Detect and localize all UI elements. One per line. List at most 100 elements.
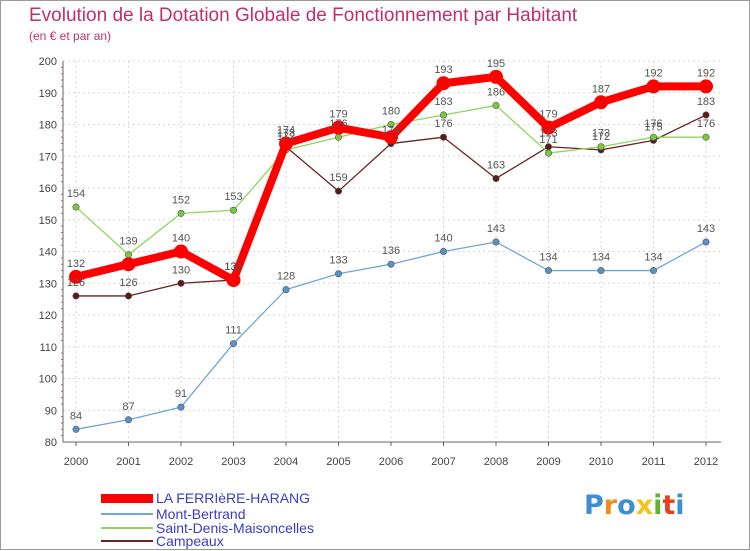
data-label-1: 128	[277, 271, 295, 283]
axes: 80 90 100 110 120 130 140 150 160 170 180 190 200 200…	[39, 56, 721, 468]
series-point-1	[544, 267, 552, 275]
series-point-0	[121, 257, 136, 272]
data-label-2: 186	[487, 86, 505, 98]
data-label-3: 174	[382, 125, 400, 137]
y-tick-label: 110	[39, 342, 57, 354]
y-tick-label: 160	[39, 183, 57, 195]
legend-swatch-mont-bertrand	[101, 513, 153, 515]
x-tick-label: 2008	[484, 456, 508, 468]
x-tick-label: 2007	[431, 456, 455, 468]
data-label-2: 176	[697, 118, 715, 130]
data-label-1: 91	[175, 388, 187, 400]
data-label-0: 140	[172, 233, 190, 245]
x-tick-label: 2012	[694, 456, 718, 468]
data-label-1: 87	[122, 401, 134, 413]
proxiti-logo: Proxiti	[584, 490, 685, 521]
y-tick-label: 130	[39, 278, 57, 290]
data-label-2: 139	[119, 236, 137, 248]
series-point-1	[597, 267, 605, 275]
logo-letter: o	[617, 490, 636, 521]
legend-swatch-campeaux	[101, 540, 153, 542]
data-label-0: 192	[644, 67, 662, 79]
legend-label-mont-bertrand: Mont-Bertrand	[156, 506, 246, 522]
data-label-2: 154	[67, 188, 85, 200]
series-point-3	[334, 187, 342, 195]
legend-swatch-saint-denis-maisoncelles	[101, 527, 153, 529]
data-label-0: 179	[329, 109, 347, 121]
data-label-1: 143	[487, 223, 505, 235]
series-point-2	[597, 143, 605, 151]
legend-swatch-la-ferriere-harang	[101, 494, 153, 503]
logo-letter: P	[584, 490, 604, 521]
y-tick-label: 180	[39, 120, 57, 132]
data-label-1: 84	[70, 410, 82, 422]
series-point-2	[492, 101, 500, 109]
series-point-0	[541, 120, 556, 135]
data-label-3: 159	[329, 172, 347, 184]
series-layer	[69, 69, 713, 433]
series-point-0	[279, 136, 293, 151]
x-tick-label: 2004	[274, 456, 298, 468]
y-tick-label: 80	[45, 437, 57, 449]
series-point-2	[387, 121, 395, 129]
data-label-2: 176	[644, 118, 662, 130]
data-label-3: 126	[119, 277, 137, 289]
data-label-2: 153	[224, 191, 242, 203]
data-label-0: 193	[434, 64, 452, 76]
series-point-3	[492, 174, 500, 182]
data-label-3: 126	[67, 277, 85, 289]
series-point-1	[125, 416, 133, 424]
data-label-0: 132	[67, 258, 85, 270]
data-label-0: 131	[224, 261, 242, 273]
series-point-0	[384, 130, 398, 145]
series-point-1	[439, 248, 447, 256]
chart-subtitle: (en € et par an)	[29, 29, 112, 43]
y-tick-label: 90	[45, 405, 57, 417]
data-label-1: 140	[434, 233, 452, 245]
series-point-0	[489, 69, 503, 84]
y-tick-label: 190	[39, 88, 57, 100]
legend-label-saint-denis-maisoncelles: Saint-Denis-Maisoncelles	[156, 520, 314, 536]
x-tick-label: 2002	[169, 456, 193, 468]
data-label-0: 187	[592, 83, 610, 95]
data-label-2: 176	[329, 118, 347, 130]
x-tick-label: 2010	[589, 456, 613, 468]
data-label-0: 179	[539, 109, 557, 121]
x-tick-label: 2011	[642, 456, 666, 468]
series-point-2	[544, 149, 552, 157]
y-tick-label: 140	[39, 247, 57, 259]
data-label-3: 172	[592, 131, 610, 143]
logo-letter: i	[653, 490, 663, 521]
series-point-3	[702, 111, 710, 119]
logo-letter: x	[635, 490, 654, 521]
x-tick-label: 2003	[221, 456, 245, 468]
series-point-2	[230, 206, 238, 214]
y-tick-label: 170	[39, 151, 57, 163]
data-label-1: 134	[644, 252, 662, 264]
x-tick-label: 2001	[116, 456, 140, 468]
series-point-2	[649, 133, 657, 141]
series-point-3	[439, 133, 447, 141]
data-label-3: 173	[277, 128, 295, 140]
data-label-1: 143	[697, 223, 715, 235]
series-point-2	[72, 203, 80, 211]
data-label-2: 180	[382, 106, 400, 118]
series-point-0	[594, 95, 608, 110]
series-point-2	[439, 111, 447, 119]
series-point-1	[177, 403, 185, 411]
series-point-1	[282, 286, 290, 294]
series-point-2	[125, 251, 133, 259]
x-tick-label: 2006	[379, 456, 403, 468]
series-point-1	[702, 238, 710, 246]
data-label-3: 131	[224, 261, 242, 273]
series-point-1	[334, 270, 342, 278]
series-point-2	[702, 133, 710, 141]
series-point-1	[492, 238, 500, 246]
series-point-0	[69, 269, 83, 284]
x-tick-label: 2009	[536, 456, 560, 468]
data-label-0: 192	[697, 67, 715, 79]
data-label-3: 183	[697, 96, 715, 108]
series-point-3	[125, 292, 133, 300]
